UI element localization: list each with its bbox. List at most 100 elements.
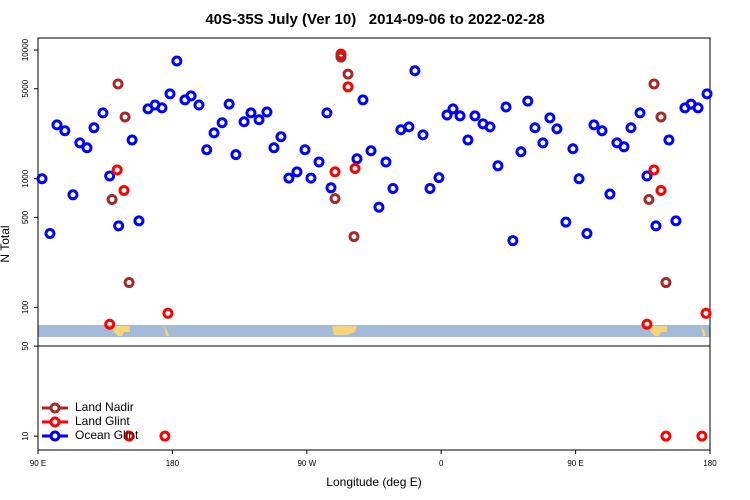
point bbox=[567, 143, 579, 155]
point bbox=[351, 153, 363, 165]
point bbox=[245, 107, 257, 119]
point bbox=[655, 184, 667, 196]
map-strip bbox=[38, 325, 710, 337]
point bbox=[185, 90, 197, 102]
point bbox=[663, 134, 675, 146]
point bbox=[604, 188, 616, 200]
point bbox=[59, 125, 71, 137]
point bbox=[193, 99, 205, 111]
point bbox=[492, 160, 504, 172]
point bbox=[618, 141, 630, 153]
point bbox=[469, 110, 481, 122]
point bbox=[51, 119, 63, 131]
point bbox=[88, 122, 100, 134]
y-tick-label: 500 bbox=[21, 210, 30, 224]
point bbox=[670, 215, 682, 227]
point bbox=[113, 220, 125, 232]
point bbox=[380, 156, 392, 168]
point bbox=[660, 277, 672, 289]
point bbox=[342, 81, 354, 93]
y-tick-label: 50 bbox=[21, 341, 30, 350]
point bbox=[201, 144, 213, 156]
point bbox=[648, 78, 660, 90]
point bbox=[44, 228, 56, 240]
point bbox=[126, 134, 138, 146]
point bbox=[329, 193, 341, 205]
point bbox=[700, 307, 712, 319]
point bbox=[348, 231, 360, 243]
point bbox=[648, 164, 660, 176]
point bbox=[74, 137, 86, 149]
y-tick-label: 1000 bbox=[21, 169, 30, 187]
point bbox=[230, 149, 242, 161]
point bbox=[692, 102, 704, 114]
point bbox=[701, 88, 713, 100]
point bbox=[325, 182, 337, 194]
point bbox=[650, 220, 662, 232]
x-tick-label: 180 bbox=[166, 459, 180, 468]
point bbox=[365, 145, 377, 157]
point bbox=[484, 121, 496, 133]
point bbox=[329, 166, 341, 178]
point bbox=[696, 430, 708, 442]
point bbox=[581, 228, 593, 240]
point bbox=[81, 142, 93, 154]
point bbox=[275, 131, 287, 143]
legend-label: Ocean Glint bbox=[75, 428, 139, 442]
point bbox=[537, 137, 549, 149]
point bbox=[641, 170, 653, 182]
point bbox=[417, 129, 429, 141]
point bbox=[403, 121, 415, 133]
point bbox=[522, 95, 534, 107]
point bbox=[104, 170, 116, 182]
point bbox=[299, 144, 311, 156]
point bbox=[305, 172, 317, 184]
point bbox=[133, 215, 145, 227]
point bbox=[529, 122, 541, 134]
legend-label: Land Glint bbox=[75, 414, 130, 428]
point bbox=[291, 166, 303, 178]
point bbox=[162, 307, 174, 319]
point bbox=[596, 125, 608, 137]
point bbox=[97, 107, 109, 119]
point bbox=[106, 193, 118, 205]
point bbox=[223, 98, 235, 110]
y-tick-label: 10000 bbox=[21, 38, 30, 61]
point bbox=[268, 142, 280, 154]
point bbox=[342, 68, 354, 80]
point bbox=[104, 318, 116, 330]
x-tick-label: 90 E bbox=[567, 459, 583, 468]
point bbox=[424, 182, 436, 194]
point bbox=[462, 134, 474, 146]
point bbox=[409, 65, 421, 77]
legend-marker bbox=[49, 430, 61, 442]
x-tick-label: 180 bbox=[703, 459, 717, 468]
point bbox=[573, 173, 585, 185]
legend-marker bbox=[49, 416, 61, 428]
point bbox=[67, 189, 79, 201]
point bbox=[238, 116, 250, 128]
x-tick-label: 90 E bbox=[30, 459, 46, 468]
point bbox=[335, 51, 347, 63]
point bbox=[156, 102, 168, 114]
chart-title: 40S-35S July (Ver 10) 2014-09-06 to 2022… bbox=[205, 11, 544, 28]
point bbox=[643, 193, 655, 205]
y-tick-label: 5000 bbox=[21, 79, 30, 97]
plot-frame bbox=[37, 37, 711, 451]
point bbox=[349, 163, 361, 175]
point bbox=[454, 110, 466, 122]
point bbox=[119, 111, 131, 123]
point bbox=[625, 122, 637, 134]
point bbox=[123, 430, 135, 442]
point bbox=[159, 430, 171, 442]
point bbox=[118, 184, 130, 196]
point bbox=[164, 88, 176, 100]
y-tick-label: 100 bbox=[21, 300, 30, 314]
point bbox=[507, 235, 519, 247]
y-axis-label: N Total bbox=[0, 225, 12, 262]
point bbox=[387, 182, 399, 194]
point bbox=[321, 107, 333, 119]
point bbox=[123, 277, 135, 289]
x-tick-label: 0 bbox=[439, 459, 444, 468]
point bbox=[515, 146, 527, 158]
